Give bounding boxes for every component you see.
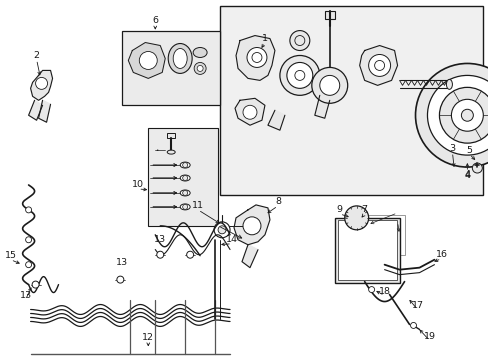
Circle shape [344, 206, 368, 230]
Text: 14: 14 [225, 235, 238, 244]
Text: 15: 15 [5, 251, 17, 260]
Text: 10: 10 [132, 180, 144, 189]
Bar [349, 215, 404, 255]
Circle shape [243, 217, 261, 235]
Circle shape [243, 105, 256, 119]
Text: 1: 1 [262, 34, 267, 43]
Ellipse shape [446, 80, 451, 89]
Circle shape [157, 251, 163, 258]
Circle shape [319, 75, 339, 95]
Circle shape [450, 99, 482, 131]
Circle shape [471, 163, 481, 173]
Bar [122, 31, 220, 105]
Circle shape [25, 262, 32, 268]
Bar [324, 11, 334, 19]
Circle shape [36, 77, 47, 89]
Circle shape [186, 251, 193, 258]
Text: 11: 11 [192, 201, 203, 210]
Text: 4: 4 [463, 170, 469, 180]
Circle shape [461, 109, 472, 121]
Ellipse shape [173, 49, 187, 68]
Circle shape [246, 48, 266, 67]
Polygon shape [31, 71, 52, 100]
Circle shape [218, 226, 225, 234]
Circle shape [311, 67, 347, 103]
Circle shape [415, 63, 488, 167]
Ellipse shape [168, 44, 192, 73]
Text: 18: 18 [378, 287, 390, 296]
Circle shape [214, 222, 229, 238]
Bar [334, 218, 399, 283]
Circle shape [439, 87, 488, 143]
Text: •: • [155, 148, 159, 153]
Circle shape [427, 75, 488, 155]
Text: 7: 7 [361, 206, 367, 215]
Polygon shape [235, 98, 264, 125]
Bar [167, 133, 175, 138]
Ellipse shape [180, 190, 190, 196]
Circle shape [32, 281, 39, 288]
Polygon shape [314, 95, 329, 118]
Polygon shape [242, 245, 258, 268]
Circle shape [25, 207, 32, 213]
Circle shape [251, 53, 262, 62]
Circle shape [197, 66, 203, 71]
Ellipse shape [180, 204, 190, 210]
Polygon shape [267, 110, 285, 130]
Polygon shape [236, 36, 274, 80]
Text: 13: 13 [116, 258, 128, 267]
Text: 5: 5 [466, 145, 471, 154]
Circle shape [279, 55, 319, 95]
Circle shape [183, 163, 187, 167]
Text: 13: 13 [20, 291, 32, 300]
Text: 9: 9 [336, 206, 342, 215]
Polygon shape [29, 100, 42, 120]
Text: 12: 12 [142, 333, 154, 342]
Circle shape [410, 323, 416, 328]
Ellipse shape [180, 162, 190, 168]
Circle shape [183, 190, 187, 195]
Bar [148, 128, 218, 226]
Circle shape [194, 62, 205, 75]
Circle shape [117, 276, 123, 283]
Circle shape [183, 204, 187, 210]
Circle shape [183, 176, 187, 180]
Circle shape [368, 54, 390, 76]
Ellipse shape [167, 150, 175, 154]
Text: 6: 6 [152, 16, 158, 25]
Circle shape [289, 31, 309, 50]
Ellipse shape [180, 175, 190, 181]
Circle shape [286, 62, 312, 88]
Text: 13: 13 [154, 235, 166, 244]
Text: 17: 17 [411, 301, 423, 310]
Circle shape [374, 60, 384, 71]
Bar [337, 220, 396, 280]
Text: 16: 16 [434, 250, 447, 259]
Text: 19: 19 [423, 332, 435, 341]
Polygon shape [234, 205, 269, 245]
Circle shape [368, 287, 374, 293]
Ellipse shape [193, 48, 207, 58]
Text: 2: 2 [34, 51, 40, 60]
Polygon shape [39, 100, 50, 122]
Bar [220, 6, 482, 195]
Polygon shape [359, 45, 397, 85]
Polygon shape [128, 42, 165, 78]
Text: 4: 4 [464, 171, 469, 180]
Text: 8: 8 [274, 197, 280, 206]
Circle shape [294, 71, 304, 80]
Circle shape [139, 51, 157, 69]
Text: 3: 3 [448, 144, 454, 153]
Circle shape [25, 237, 32, 243]
